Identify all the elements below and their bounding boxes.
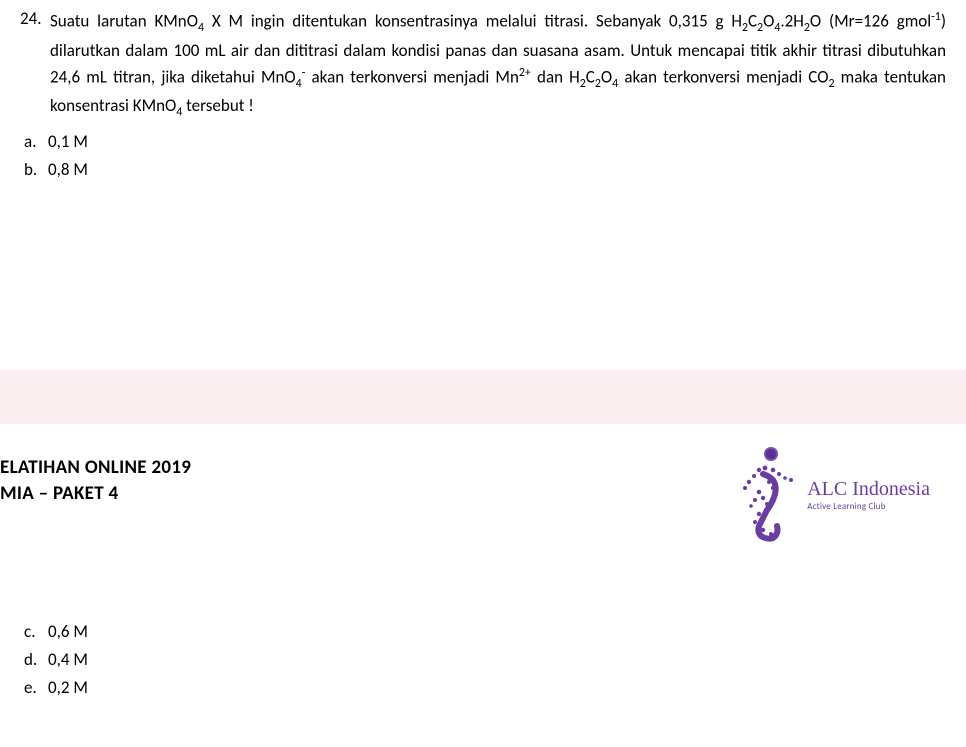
header-line-1: ELATIHAN ONLINE 2019 bbox=[0, 456, 191, 479]
brand-logo-icon bbox=[729, 440, 805, 550]
option-b: b. 0,8 M bbox=[20, 156, 946, 184]
option-a: a. 0,1 M bbox=[20, 128, 946, 156]
divider-band bbox=[0, 370, 966, 424]
option-c: c. 0,6 M bbox=[20, 618, 88, 646]
option-letter-d: d. bbox=[20, 646, 48, 674]
options-top: a. 0,1 M b. 0,8 M bbox=[20, 128, 946, 184]
options-bottom: c. 0,6 M d. 0,4 M e. 0,2 M bbox=[20, 618, 88, 702]
question-block: 24. Suatu larutan KMnO4 X M ingin ditent… bbox=[20, 8, 946, 122]
brand-logo-block: ALC Indonesia Active Learning Club bbox=[729, 440, 930, 550]
question-number: 24. bbox=[20, 8, 50, 122]
brand-text: ALC Indonesia Active Learning Club bbox=[807, 479, 930, 512]
brand-name: ALC Indonesia bbox=[807, 479, 930, 499]
option-letter-c: c. bbox=[20, 618, 48, 646]
option-e: e. 0,2 M bbox=[20, 674, 88, 702]
option-letter-e: e. bbox=[20, 674, 48, 702]
option-text-d: 0,4 M bbox=[48, 646, 88, 674]
header-line-2: MIA – PAKET 4 bbox=[0, 482, 191, 505]
page-header: ELATIHAN ONLINE 2019 MIA – PAKET 4 bbox=[0, 450, 966, 590]
header-titles: ELATIHAN ONLINE 2019 MIA – PAKET 4 bbox=[0, 456, 191, 505]
question-text: Suatu larutan KMnO4 X M ingin ditentukan… bbox=[50, 8, 946, 122]
option-text-a: 0,1 M bbox=[48, 128, 88, 156]
question-container: 24. Suatu larutan KMnO4 X M ingin ditent… bbox=[0, 0, 966, 184]
brand-tagline: Active Learning Club bbox=[807, 501, 930, 512]
option-text-e: 0,2 M bbox=[48, 674, 88, 702]
option-text-c: 0,6 M bbox=[48, 618, 88, 646]
option-text-b: 0,8 M bbox=[48, 156, 88, 184]
option-letter-a: a. bbox=[20, 128, 48, 156]
option-letter-b: b. bbox=[20, 156, 48, 184]
option-d: d. 0,4 M bbox=[20, 646, 88, 674]
